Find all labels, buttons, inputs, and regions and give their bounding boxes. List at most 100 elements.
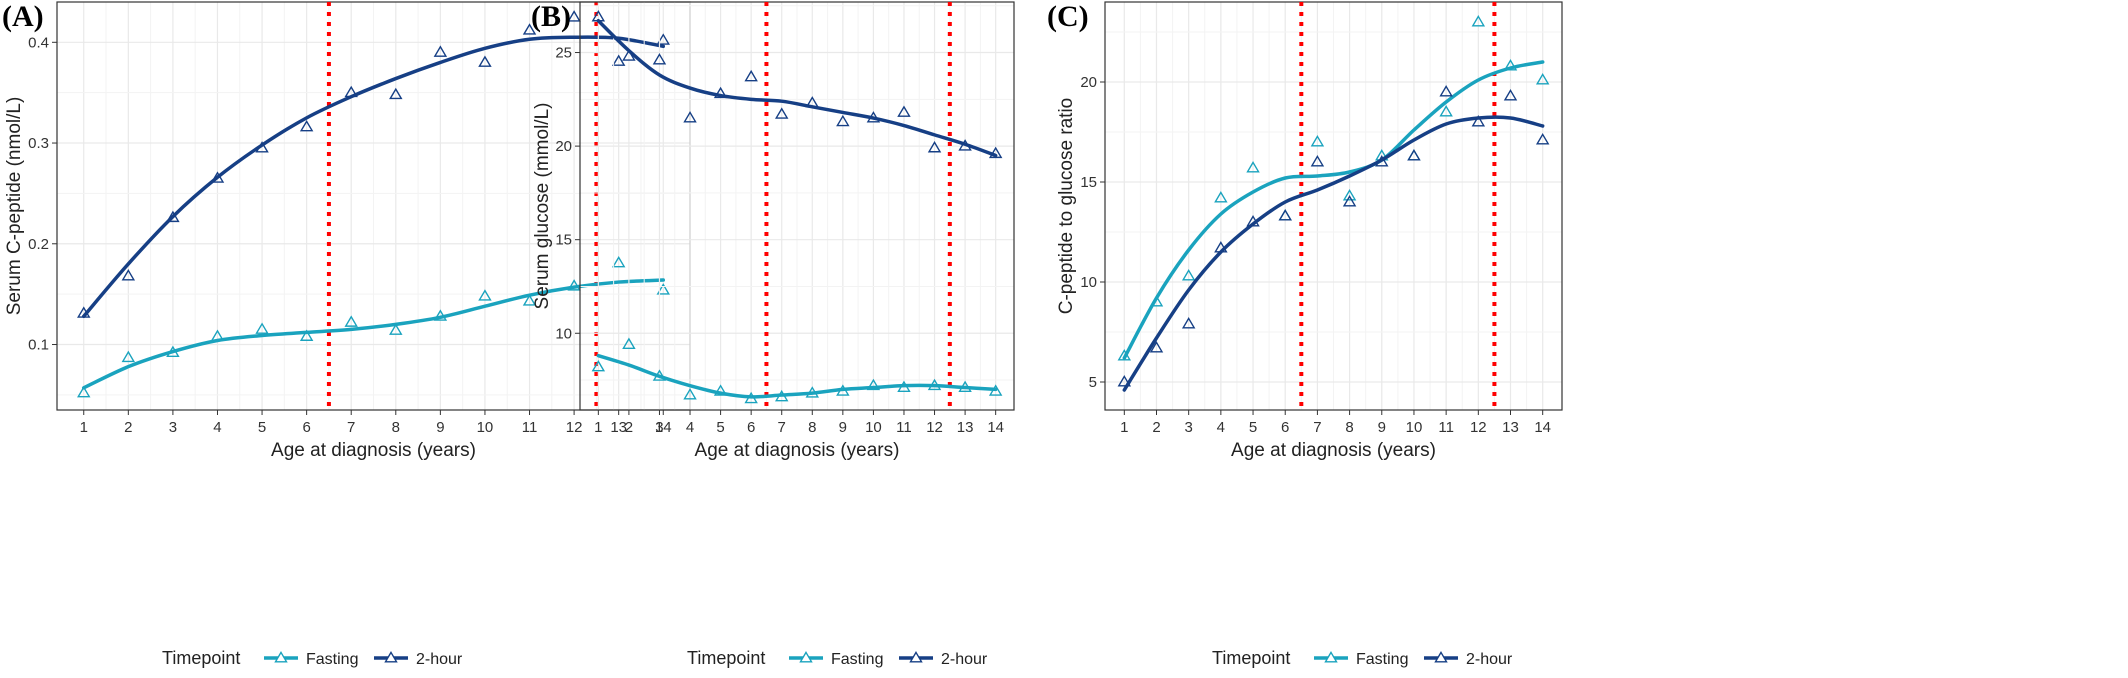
data-point bbox=[591, 359, 606, 372]
data-point bbox=[656, 33, 670, 45]
data-point bbox=[210, 171, 225, 183]
legend-label: Fasting bbox=[306, 651, 358, 668]
x-tick-label: 14 bbox=[1534, 419, 1551, 436]
x-tick-label: 4 bbox=[213, 419, 221, 436]
legend-triangle-icon bbox=[1434, 651, 1448, 663]
y-tick-label: 10 bbox=[1080, 274, 1097, 291]
legend-title: Timepoint bbox=[687, 648, 765, 668]
x-tick-label: 10 bbox=[477, 419, 494, 436]
data-point bbox=[166, 345, 180, 358]
data-point bbox=[344, 315, 358, 327]
panel-border bbox=[579, 1, 1015, 411]
legend-label: Fasting bbox=[831, 651, 883, 668]
data-point bbox=[1310, 155, 1325, 167]
y-tick-label: 5 bbox=[1089, 374, 1097, 391]
data-point bbox=[567, 279, 581, 291]
data-point bbox=[958, 380, 972, 393]
x-tick-label: 3 bbox=[655, 419, 663, 436]
y-tick-label: 0.3 bbox=[28, 135, 49, 152]
data-point bbox=[805, 386, 820, 398]
data-point bbox=[988, 384, 1003, 396]
y-axis-title: C-peptide to glucose ratio bbox=[1056, 98, 1077, 315]
x-tick-label: 7 bbox=[778, 419, 786, 436]
data-point bbox=[522, 23, 537, 35]
x-tick-label: 12 bbox=[926, 419, 943, 436]
data-point bbox=[774, 107, 789, 119]
smooth-line bbox=[81, 35, 666, 319]
y-tick-label: 15 bbox=[1080, 174, 1097, 191]
data-point bbox=[1503, 89, 1518, 101]
data-point bbox=[866, 111, 881, 123]
x-tick-label: 11 bbox=[1438, 419, 1454, 436]
grid bbox=[580, 2, 1014, 410]
panel-border bbox=[1104, 1, 1563, 411]
data-point bbox=[611, 54, 626, 66]
data-point bbox=[744, 391, 758, 404]
data-point bbox=[121, 350, 136, 363]
legend-label: Fasting bbox=[1356, 651, 1408, 668]
data-point bbox=[299, 119, 314, 132]
data-point bbox=[744, 69, 758, 82]
data-point bbox=[836, 384, 850, 396]
data-point bbox=[1535, 73, 1550, 85]
x-tick-label: 2 bbox=[625, 419, 633, 436]
x-tick-label: 10 bbox=[1406, 419, 1423, 436]
smooth-line bbox=[596, 18, 998, 158]
x-tick-label: 9 bbox=[839, 419, 847, 436]
legend-label: 2-hour bbox=[941, 651, 988, 668]
data-point bbox=[1214, 191, 1228, 203]
panel-label: (B) bbox=[531, 0, 571, 33]
x-tick-label: 13 bbox=[610, 419, 627, 436]
x-tick-label: 2 bbox=[124, 419, 132, 436]
data-point bbox=[1375, 155, 1389, 167]
legend-item-2-hour: 2-hour bbox=[899, 651, 988, 668]
data-point bbox=[927, 378, 942, 391]
data-point bbox=[1214, 241, 1228, 253]
data-point bbox=[622, 337, 636, 349]
y-axis-title: Serum glucose (mmol/L) bbox=[532, 103, 553, 310]
data-point bbox=[255, 322, 269, 334]
data-point bbox=[1503, 59, 1518, 71]
data-point bbox=[836, 114, 850, 127]
y-tick-label: 0.2 bbox=[28, 236, 49, 253]
x-tick-label: 6 bbox=[747, 419, 755, 436]
data-point bbox=[1181, 269, 1196, 281]
data-point bbox=[1181, 317, 1196, 329]
x-tick-label: 11 bbox=[896, 419, 912, 436]
data-point bbox=[1310, 135, 1325, 147]
legend-item-2-hour: 2-hour bbox=[374, 651, 463, 668]
x-tick-label: 6 bbox=[1281, 419, 1289, 436]
x-tick-label: 12 bbox=[1470, 419, 1487, 436]
legend-label: 2-hour bbox=[1466, 651, 1513, 668]
x-axis-title: Age at diagnosis (years) bbox=[695, 440, 900, 461]
x-tick-label: 8 bbox=[1345, 419, 1353, 436]
x-tick-label: 10 bbox=[865, 419, 882, 436]
y-tick-label: 15 bbox=[555, 232, 572, 249]
x-tick-label: 4 bbox=[1217, 419, 1225, 436]
data-point bbox=[299, 329, 314, 341]
data-point bbox=[1439, 105, 1453, 117]
data-point bbox=[77, 385, 91, 398]
x-tick-label: 5 bbox=[1249, 419, 1257, 436]
x-tick-label: 9 bbox=[1378, 419, 1386, 436]
data-point bbox=[1535, 133, 1550, 145]
data-point bbox=[433, 45, 448, 57]
y-axis-title: Serum C-peptide (nmol/L) bbox=[4, 97, 25, 316]
x-tick-label: 3 bbox=[169, 419, 177, 436]
data-point bbox=[166, 210, 180, 223]
data-point bbox=[683, 111, 697, 123]
legend-item-2-hour: 2-hour bbox=[1424, 651, 1513, 668]
x-tick-label: 7 bbox=[347, 419, 355, 436]
x-tick-label: 13 bbox=[957, 419, 974, 436]
panel-label: (A) bbox=[2, 0, 44, 33]
data-point bbox=[1278, 209, 1292, 221]
data-point bbox=[656, 283, 670, 295]
data-point bbox=[1439, 85, 1453, 97]
x-tick-label: 1 bbox=[80, 419, 88, 436]
data-point bbox=[1342, 195, 1357, 207]
legend-item-fasting: Fasting bbox=[789, 651, 883, 668]
data-point bbox=[774, 389, 789, 402]
